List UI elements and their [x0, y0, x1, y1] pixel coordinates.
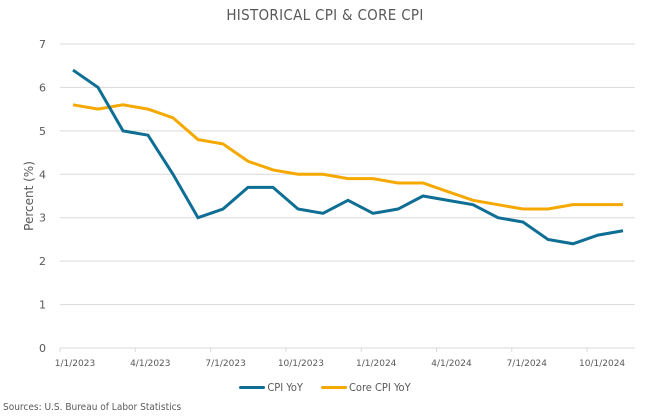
- legend-item-cpi: CPI YoY: [239, 381, 303, 394]
- y-axis-label: Percent (%): [22, 161, 36, 231]
- source-note: Sources: U.S. Bureau of Labor Statistics: [3, 402, 182, 413]
- x-tick-label: 4/1/2024: [431, 359, 472, 369]
- x-tick-label: 10/1/2024: [579, 359, 625, 369]
- x-tick-label: 10/1/2023: [278, 359, 324, 369]
- series-line-core-cpi-yoy: [72, 103, 623, 211]
- legend: CPI YoY Core CPI YoY: [0, 381, 650, 394]
- x-tick-label: 4/1/2023: [130, 359, 170, 369]
- y-tick-label: 5: [39, 125, 46, 138]
- x-tick-label: 7/1/2023: [205, 359, 245, 369]
- gridlines: [60, 43, 635, 349]
- legend-item-core-cpi: Core CPI YoY: [320, 381, 411, 394]
- line-chart: 0 1 2 3 4 5 6 7 1/1/2023 4/1/2023 7/1/2023 10/1/20…: [22, 38, 635, 369]
- y-axis-ticks: 0 1 2 3 4 5 6 7: [39, 38, 46, 355]
- legend-label-core-cpi: Core CPI YoY: [348, 381, 411, 394]
- x-axis-ticks: 1/1/2023 4/1/2023 7/1/2023 10/1/2023 1/1/202…: [55, 348, 625, 369]
- y-tick-label: 4: [39, 168, 46, 181]
- chart-title: HISTORICAL CPI & CORE CPI: [226, 6, 424, 24]
- y-tick-label: 7: [39, 38, 46, 51]
- legend-swatch-cpi: [239, 386, 266, 389]
- legend-swatch-core-cpi: [320, 386, 347, 389]
- y-tick-label: 3: [39, 212, 46, 225]
- y-tick-label: 6: [39, 81, 46, 94]
- y-tick-label: 2: [39, 255, 46, 268]
- x-tick-label: 7/1/2024: [507, 359, 548, 369]
- x-tick-label: 1/1/2023: [55, 359, 95, 369]
- y-tick-label: 1: [39, 299, 46, 312]
- legend-label-cpi: CPI YoY: [267, 381, 303, 394]
- series-lines: [72, 68, 624, 246]
- x-tick-label: 1/1/2024: [356, 359, 397, 369]
- y-tick-label: 0: [39, 342, 46, 355]
